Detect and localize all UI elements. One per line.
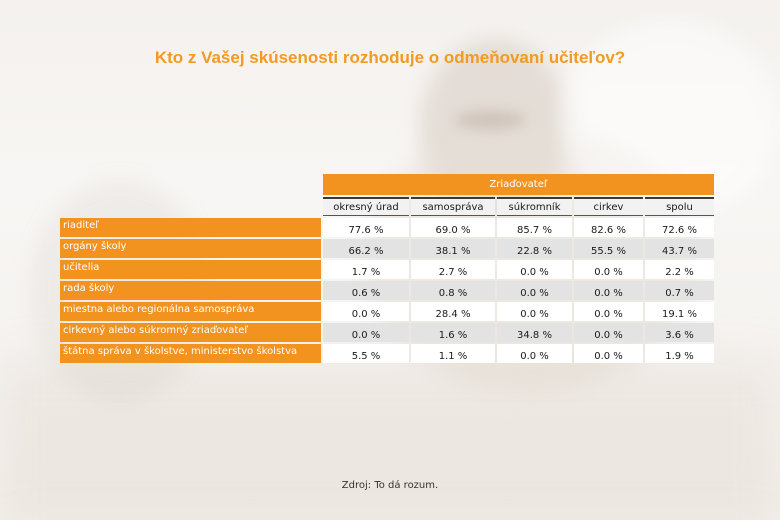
column-header-okresny-urad: okresný úrad bbox=[323, 197, 409, 216]
table-cell: 28.4 % bbox=[411, 302, 495, 321]
table-cell: 0.0 % bbox=[497, 344, 572, 363]
table-row: cirkevný alebo súkromný zriaďovateľ 0.0 … bbox=[60, 323, 714, 342]
table-cell: 0.0 % bbox=[323, 323, 409, 342]
table-cell: 69.0 % bbox=[411, 218, 495, 237]
group-header-zriadovatel: Zriaďovateľ bbox=[323, 174, 714, 195]
table-cell: 0.0 % bbox=[574, 281, 643, 300]
table-corner bbox=[60, 174, 321, 195]
table-cell: 1.6 % bbox=[411, 323, 495, 342]
slide-title: Kto z Vašej skúsenosti rozhoduje o odmeň… bbox=[154, 48, 626, 67]
column-header-samosprava: samospráva bbox=[411, 197, 495, 216]
table-cell: 0.0 % bbox=[574, 323, 643, 342]
table-cell: 5.5 % bbox=[323, 344, 409, 363]
row-label: učitelia bbox=[60, 260, 321, 279]
table-cell: 82.6 % bbox=[574, 218, 643, 237]
table-cell: 85.7 % bbox=[497, 218, 572, 237]
group-header-row: Zriaďovateľ bbox=[60, 174, 714, 195]
table-row: rada školy 0.6 % 0.8 % 0.0 % 0.0 % 0.7 % bbox=[60, 281, 714, 300]
table-cell: 1.1 % bbox=[411, 344, 495, 363]
row-label: štátna správa v školstve, ministerstvo š… bbox=[60, 344, 321, 363]
table-cell: 38.1 % bbox=[411, 239, 495, 258]
table-cell: 19.1 % bbox=[645, 302, 714, 321]
table-cell: 0.6 % bbox=[323, 281, 409, 300]
table-cell: 72.6 % bbox=[645, 218, 714, 237]
row-label: miestna alebo regionálna samospráva bbox=[60, 302, 321, 321]
row-label: orgány školy bbox=[60, 239, 321, 258]
table-cell: 0.0 % bbox=[497, 302, 572, 321]
table-cell: 1.7 % bbox=[323, 260, 409, 279]
background-table-surface bbox=[0, 360, 780, 520]
row-label: riaditeľ bbox=[60, 218, 321, 237]
table-row: štátna správa v školstve, ministerstvo š… bbox=[60, 344, 714, 363]
table-cell: 55.5 % bbox=[574, 239, 643, 258]
row-label: rada školy bbox=[60, 281, 321, 300]
table-cell: 0.8 % bbox=[411, 281, 495, 300]
column-header-spolu: spolu bbox=[645, 197, 714, 216]
table-row: miestna alebo regionálna samospráva 0.0 … bbox=[60, 302, 714, 321]
table-cell: 3.6 % bbox=[645, 323, 714, 342]
table-row: riaditeľ 77.6 % 69.0 % 85.7 % 82.6 % 72.… bbox=[60, 218, 714, 237]
table-cell: 43.7 % bbox=[645, 239, 714, 258]
table-cell: 0.0 % bbox=[323, 302, 409, 321]
source-note: Zdroj: To dá rozum. bbox=[341, 480, 439, 491]
table-corner bbox=[60, 197, 321, 216]
table-cell: 0.7 % bbox=[645, 281, 714, 300]
row-label: cirkevný alebo súkromný zriaďovateľ bbox=[60, 323, 321, 342]
table-cell: 0.0 % bbox=[574, 344, 643, 363]
table-cell: 0.0 % bbox=[574, 302, 643, 321]
table-row: orgány školy 66.2 % 38.1 % 22.8 % 55.5 %… bbox=[60, 239, 714, 258]
table-cell: 22.8 % bbox=[497, 239, 572, 258]
column-header-sukromnik: súkromník bbox=[497, 197, 572, 216]
table-cell: 0.0 % bbox=[497, 281, 572, 300]
table-cell: 0.0 % bbox=[497, 260, 572, 279]
column-header-cirkev: cirkev bbox=[574, 197, 643, 216]
table-cell: 66.2 % bbox=[323, 239, 409, 258]
table-cell: 2.7 % bbox=[411, 260, 495, 279]
background-glasses bbox=[455, 110, 525, 130]
results-table: Zriaďovateľ okresný úrad samospráva súkr… bbox=[58, 172, 716, 365]
table-cell: 34.8 % bbox=[497, 323, 572, 342]
column-header-row: okresný úrad samospráva súkromník cirkev… bbox=[60, 197, 714, 216]
table-cell: 2.2 % bbox=[645, 260, 714, 279]
table-cell: 77.6 % bbox=[323, 218, 409, 237]
table-cell: 0.0 % bbox=[574, 260, 643, 279]
table-row: učitelia 1.7 % 2.7 % 0.0 % 0.0 % 2.2 % bbox=[60, 260, 714, 279]
table-cell: 1.9 % bbox=[645, 344, 714, 363]
